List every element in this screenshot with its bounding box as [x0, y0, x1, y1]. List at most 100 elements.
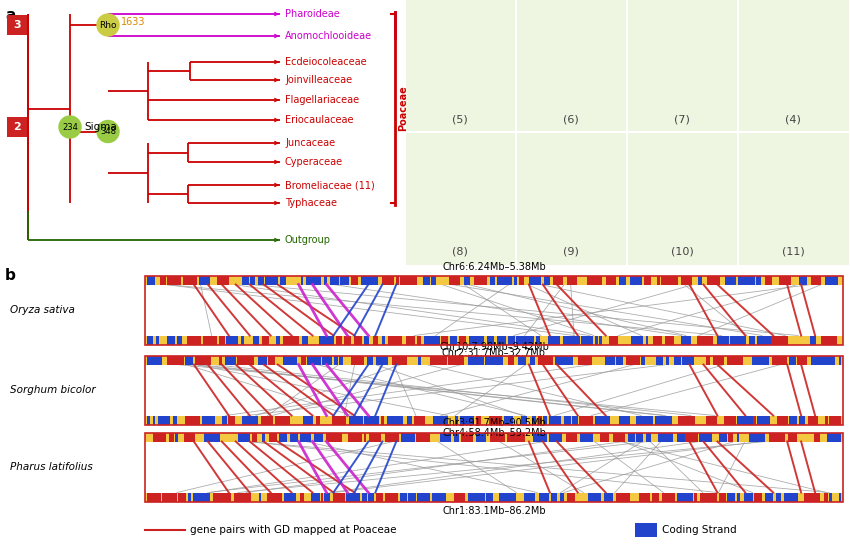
Bar: [276, 335, 280, 344]
Bar: [810, 335, 816, 344]
Text: Sigma: Sigma: [84, 122, 116, 132]
Bar: [662, 492, 676, 502]
Bar: [147, 356, 162, 365]
Bar: [173, 416, 178, 424]
Bar: [373, 335, 378, 344]
Bar: [376, 356, 388, 365]
Bar: [242, 276, 249, 284]
Bar: [290, 432, 298, 441]
Bar: [303, 416, 313, 424]
Text: Chr6:6.24Mb–5.38Mb: Chr6:6.24Mb–5.38Mb: [442, 262, 546, 272]
Bar: [566, 432, 577, 441]
Bar: [604, 492, 613, 502]
Bar: [641, 356, 645, 365]
Bar: [560, 492, 564, 502]
Bar: [405, 0, 850, 265]
Bar: [187, 335, 201, 344]
Bar: [162, 492, 177, 502]
Bar: [448, 356, 464, 365]
Bar: [300, 432, 311, 441]
Bar: [765, 276, 772, 284]
Bar: [336, 335, 342, 344]
Bar: [595, 416, 609, 424]
Bar: [185, 416, 200, 424]
Text: Pharoideae: Pharoideae: [285, 9, 340, 19]
Bar: [322, 356, 332, 365]
Bar: [778, 416, 788, 424]
Text: (8): (8): [452, 247, 468, 257]
Bar: [644, 276, 651, 284]
Bar: [284, 492, 296, 502]
Bar: [440, 432, 450, 441]
Bar: [497, 335, 506, 344]
Bar: [225, 356, 235, 365]
Bar: [364, 335, 369, 344]
Circle shape: [59, 116, 81, 138]
Bar: [330, 276, 339, 284]
Bar: [360, 276, 378, 284]
Text: Chr10:7.98Mb–9.42Mb: Chr10:7.98Mb–9.42Mb: [439, 342, 549, 352]
Bar: [518, 356, 526, 365]
Bar: [168, 432, 173, 441]
Bar: [707, 276, 719, 284]
Bar: [797, 356, 808, 365]
Bar: [241, 335, 244, 344]
Bar: [588, 492, 601, 502]
Text: Anomochlooideae: Anomochlooideae: [285, 31, 372, 41]
Bar: [661, 276, 678, 284]
Bar: [538, 416, 542, 424]
Bar: [440, 335, 448, 344]
Bar: [364, 432, 366, 441]
Bar: [145, 335, 843, 344]
Bar: [646, 432, 651, 441]
Bar: [768, 432, 785, 441]
Bar: [382, 335, 384, 344]
Bar: [145, 356, 843, 365]
Bar: [269, 432, 276, 441]
Bar: [619, 416, 630, 424]
Bar: [737, 416, 752, 424]
Bar: [475, 432, 486, 441]
Bar: [262, 432, 265, 441]
Bar: [737, 432, 740, 441]
Bar: [201, 416, 215, 424]
Bar: [416, 432, 429, 441]
Bar: [188, 492, 191, 502]
Bar: [616, 356, 623, 365]
Bar: [147, 416, 150, 424]
Bar: [737, 492, 740, 502]
Bar: [418, 356, 421, 365]
Bar: [808, 416, 818, 424]
Bar: [532, 416, 536, 424]
Bar: [811, 276, 821, 284]
Bar: [178, 492, 186, 502]
Bar: [773, 356, 786, 365]
Bar: [728, 356, 743, 365]
Bar: [158, 416, 170, 424]
Text: (10): (10): [671, 247, 694, 257]
Bar: [552, 492, 557, 502]
Bar: [533, 432, 547, 441]
Bar: [199, 276, 209, 284]
Bar: [799, 276, 808, 284]
Bar: [282, 335, 299, 344]
Bar: [431, 276, 435, 284]
Bar: [776, 492, 781, 502]
Bar: [147, 335, 153, 344]
Bar: [825, 416, 828, 424]
Bar: [417, 335, 422, 344]
Bar: [508, 356, 514, 365]
Bar: [321, 492, 323, 502]
Bar: [486, 492, 493, 502]
Bar: [619, 276, 626, 284]
Bar: [572, 416, 578, 424]
Bar: [498, 492, 516, 502]
Bar: [237, 356, 254, 365]
Text: Joinvilleaceae: Joinvilleaceae: [285, 75, 352, 85]
Bar: [682, 335, 691, 344]
Bar: [521, 416, 526, 424]
Bar: [681, 276, 692, 284]
Bar: [473, 276, 487, 284]
Bar: [581, 432, 593, 441]
Bar: [730, 335, 746, 344]
